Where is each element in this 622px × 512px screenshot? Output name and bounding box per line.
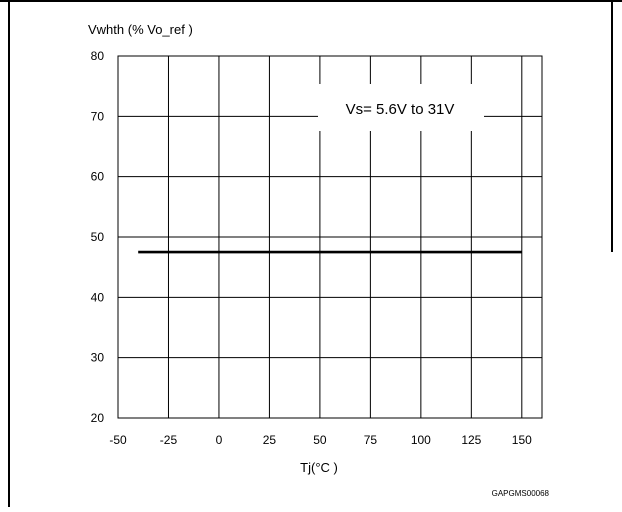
x-tick-label: 75 bbox=[364, 433, 378, 447]
plot-border bbox=[117, 55, 543, 419]
y-tick-label: 60 bbox=[91, 170, 105, 184]
x-tick-label: 150 bbox=[512, 433, 532, 447]
x-tick-label: 100 bbox=[411, 433, 431, 447]
x-tick-label: 25 bbox=[263, 433, 277, 447]
y-tick-label: 30 bbox=[91, 351, 105, 365]
x-tick-label: 125 bbox=[461, 433, 481, 447]
axis-layer: -50 -25 0 25 50 75 100 125 150 20 30 40 50 60 70 80 bbox=[91, 49, 543, 447]
annotation-text: Vs= 5.6V to 31V bbox=[346, 101, 455, 118]
figure-code: GAPGMS00068 bbox=[492, 489, 550, 498]
y-tick-label: 80 bbox=[91, 49, 105, 63]
x-tick-label: 0 bbox=[216, 433, 223, 447]
x-tick-label: -25 bbox=[160, 433, 178, 447]
y-tick-label: 70 bbox=[91, 109, 105, 123]
x-tick-label: 50 bbox=[313, 433, 327, 447]
y-axis-label: Vwhth (% Vo_ref ) bbox=[88, 22, 193, 37]
x-tick-label: -50 bbox=[109, 433, 127, 447]
y-tick-label: 50 bbox=[91, 230, 105, 244]
y-tick-label: 40 bbox=[91, 290, 105, 304]
x-axis-label: Tj(°C ) bbox=[300, 460, 338, 475]
y-tick-label: 20 bbox=[91, 411, 105, 425]
annotation-box bbox=[318, 84, 484, 131]
